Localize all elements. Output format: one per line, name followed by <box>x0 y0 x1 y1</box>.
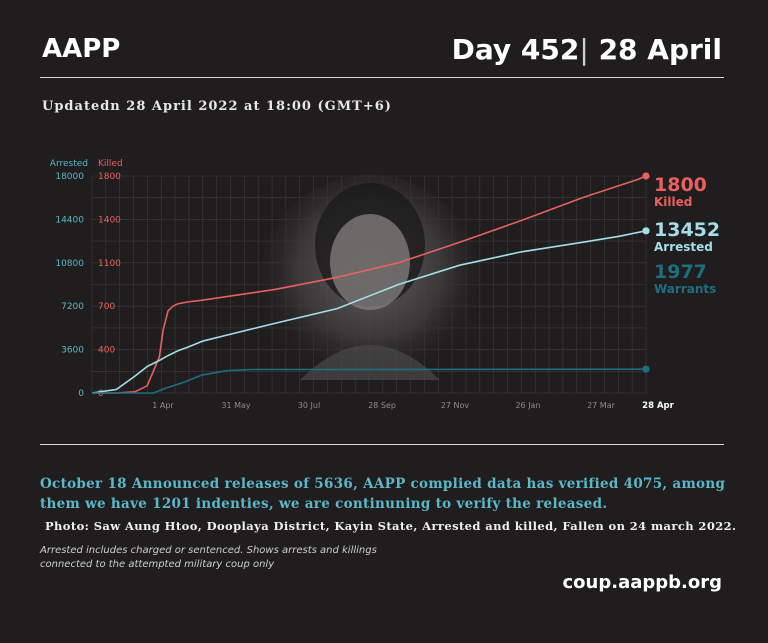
killed-total-label: Killed <box>654 195 692 209</box>
day-count: Day 452 <box>451 33 580 66</box>
y-tick-label-killed: 700 <box>98 302 115 312</box>
warrants-total-label: Warrants <box>654 282 716 296</box>
warrants-end-dot <box>642 365 650 373</box>
arrested-total-label: Arrested <box>654 240 713 254</box>
arrested-line <box>91 230 647 394</box>
killed-total-value: 1800 <box>654 174 707 196</box>
y-tick-label-killed: 1100 <box>98 259 121 269</box>
bottom-divider <box>40 444 724 445</box>
killed-line <box>92 175 647 394</box>
x-tick-label: 30 Jul <box>298 401 320 410</box>
y-tick-label-arrested: 7200 <box>61 302 84 312</box>
header-separator: | <box>579 33 589 66</box>
right-axis-title: Killed <box>98 159 123 169</box>
warrants-line <box>92 368 647 394</box>
x-tick-label: 31 May <box>221 401 251 410</box>
x-tick-label: 27 Nov <box>441 401 470 410</box>
photo-credit: Photo: Saw Aung Htoo, Dooplaya District,… <box>45 519 737 533</box>
y-tick-label-killed: 1800 <box>98 172 121 182</box>
y-tick-label-killed: 1400 <box>98 215 121 225</box>
x-tick-label: 1 Apr <box>152 401 174 410</box>
chart-notes: Arrested includes charged or sentenced. … <box>40 544 377 572</box>
top-divider <box>40 77 724 78</box>
website-link[interactable]: coup.aappb.org <box>562 572 723 593</box>
note-line-1: Arrested includes charged or sentenced. … <box>40 545 377 556</box>
y-tick-label-arrested: 3600 <box>61 346 84 356</box>
warrants-total-value: 1977 <box>654 261 707 283</box>
release-announcement: October 18 Announced releases of 5636, A… <box>40 476 726 512</box>
killed-end-dot <box>642 172 650 180</box>
left-axis-title: Arrested <box>50 159 88 169</box>
y-tick-label-killed: 0 <box>98 389 104 399</box>
portrait-face <box>330 214 410 310</box>
x-tick-label: 27 Mar <box>587 401 616 410</box>
arrested-total-value: 13452 <box>654 219 720 241</box>
y-tick-label-arrested: 10800 <box>55 259 84 269</box>
updated-timestamp: Updatedn 28 April 2022 at 18:00 (GMT+6) <box>42 99 392 114</box>
portrait-shoulders <box>300 345 440 380</box>
y-tick-label-arrested: 18000 <box>55 172 84 182</box>
x-tick-label: 28 Sep <box>368 401 396 410</box>
day-date-header: Day 452| 28 April <box>452 33 722 66</box>
cumulative-chart: Arrested Killed 0 0 3600 400 7200 700 10800 1100 1… <box>50 159 720 411</box>
x-tick-label: 26 Jan <box>515 401 540 410</box>
header-date: 28 April <box>598 33 722 66</box>
x-tick-label: 28 Apr <box>642 401 674 411</box>
note-line-2: connected to the attempted military coup… <box>40 559 275 570</box>
y-tick-label-arrested: 14400 <box>55 215 84 225</box>
org-title: AAPP <box>42 34 121 64</box>
arrested-end-dot <box>642 227 650 235</box>
y-tick-label-killed: 400 <box>98 346 115 356</box>
y-tick-label-arrested: 0 <box>78 389 84 399</box>
